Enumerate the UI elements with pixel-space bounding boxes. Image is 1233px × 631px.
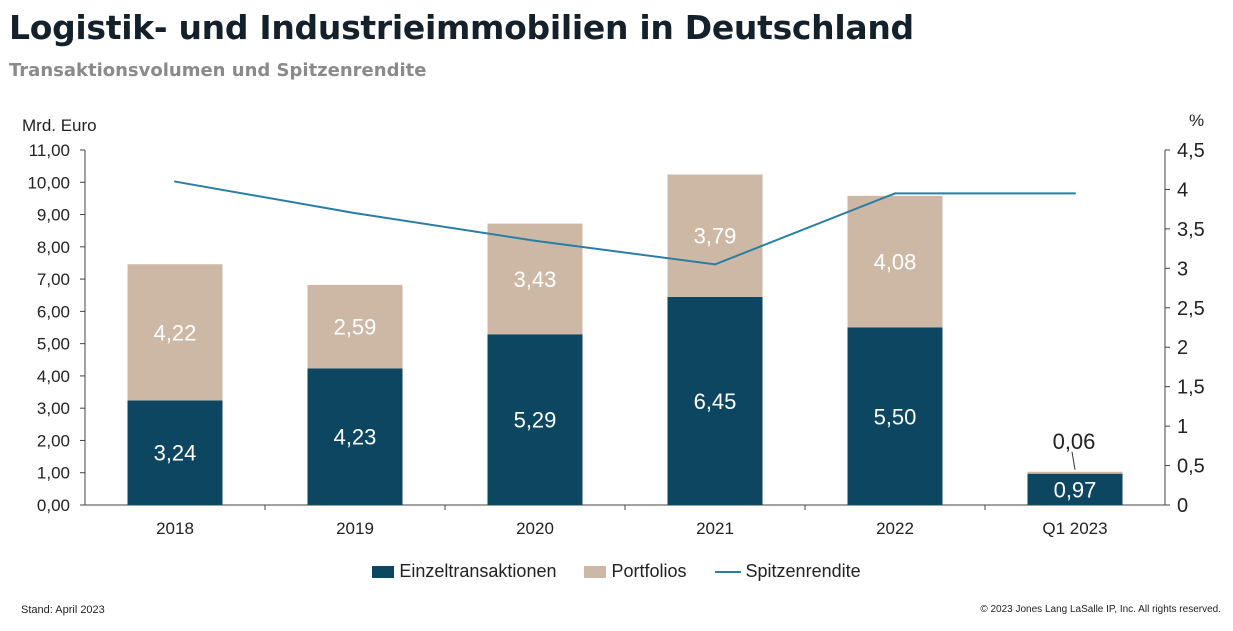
- data-label-portfolios: 3,79: [694, 224, 737, 249]
- x-tick-label: 2021: [696, 519, 734, 538]
- data-label-einzeltransaktionen: 5,50: [874, 404, 917, 429]
- bar-portfolios: [667, 174, 763, 297]
- bar-einzeltransaktionen: [487, 334, 583, 505]
- legend-swatch-spitzenrendite: [714, 570, 741, 573]
- legend-swatch-einzeltransaktionen: [372, 565, 395, 578]
- bar-einzeltransaktionen: [127, 400, 223, 505]
- footer-copyright: © 2023 Jones Lang LaSalle IP, Inc. All r…: [980, 604, 1221, 615]
- y-tick-label: 10,00: [27, 173, 70, 192]
- chart-subtitle: Transaktionsvolumen und Spitzenrendite: [9, 60, 427, 81]
- point-spitzenrendite: [534, 239, 536, 242]
- x-tick-label: Q1 2023: [1042, 519, 1107, 538]
- y2-tick-label: 1: [1177, 416, 1188, 438]
- y2-tick-label: 0,5: [1177, 456, 1205, 478]
- bar-portfolios: [307, 284, 403, 369]
- data-label-einzeltransaktionen: 5,29: [514, 408, 557, 433]
- x-tick-label: 2020: [516, 519, 554, 538]
- bar-portfolios: [487, 223, 583, 335]
- bar-einzeltransaktionen: [847, 327, 943, 505]
- point-spitzenrendite: [894, 192, 896, 195]
- y2-tick-label: 4: [1177, 179, 1188, 201]
- y2-tick-label: 3,5: [1177, 219, 1205, 241]
- y2-tick-label: 1,5: [1177, 377, 1205, 399]
- stacked-bar-line-chart: 0,00 1,00 2,00 3,00 4,00 5,00 6,00 7,00 8,00 9,00…: [22, 111, 1205, 538]
- legend-label-spitzenrendite: Spitzenrendite: [745, 561, 861, 581]
- legend-label-einzeltransaktionen: Einzeltransaktionen: [399, 561, 557, 581]
- chart-title: Logistik- und Industrieimmobilien in Deu…: [9, 8, 914, 47]
- data-label-einzeltransaktionen: 3,24: [154, 441, 197, 466]
- data-label-einzeltransaktionen: 4,23: [334, 425, 377, 450]
- bar-einzeltransaktionen: [1027, 473, 1123, 505]
- y2-tick-label: 2: [1177, 337, 1188, 359]
- data-label-leader: [1071, 451, 1076, 470]
- legend-item-spitzenrendite: Spitzenrendite: [714, 561, 861, 582]
- x-tick-label: 2018: [156, 519, 194, 538]
- point-spitzenrendite: [714, 263, 716, 266]
- legend-label-portfolios: Portfolios: [611, 561, 687, 581]
- data-label-einzeltransaktionen: 0,97: [1054, 477, 1097, 502]
- y-tick-label: 0,00: [37, 496, 70, 515]
- y-tick-label: 5,00: [37, 335, 70, 354]
- data-label-portfolios: 4,22: [154, 320, 197, 345]
- y-axis-label: Mrd. Euro: [22, 116, 97, 135]
- legend-item-portfolios: Portfolios: [584, 561, 687, 582]
- legend-item-einzeltransaktionen: Einzeltransaktionen: [372, 561, 556, 582]
- y-tick-label: 7,00: [37, 270, 70, 289]
- point-spitzenrendite: [174, 180, 176, 183]
- y2-tick-label: 3: [1177, 258, 1188, 280]
- data-label-portfolios: 3,43: [514, 267, 557, 292]
- y-tick-label: 4,00: [37, 367, 70, 386]
- y2-tick-label: 4,5: [1177, 140, 1205, 162]
- y2-tick-label: 2,5: [1177, 298, 1205, 320]
- chart-legend: Einzeltransaktionen Portfolios Spitzenre…: [0, 561, 1233, 582]
- bar-portfolios: [127, 264, 223, 401]
- y-tick-label: 8,00: [37, 238, 70, 257]
- data-label-portfolios: 4,08: [874, 250, 917, 275]
- y2-tick-label: 0: [1177, 495, 1188, 517]
- bar-portfolios: [847, 195, 943, 328]
- data-label-einzeltransaktionen: 6,45: [694, 389, 737, 414]
- line-spitzenrendite: [174, 180, 1075, 266]
- x-tick-label: 2022: [876, 519, 914, 538]
- x-tick-label: 2019: [336, 519, 374, 538]
- y-tick-label: 3,00: [37, 399, 70, 418]
- data-label-portfolios: 0,06: [1053, 429, 1096, 454]
- y-tick-label: 11,00: [29, 141, 70, 160]
- point-spitzenrendite: [1074, 192, 1076, 195]
- y2-axis-label: %: [1189, 111, 1204, 130]
- point-spitzenrendite: [354, 212, 356, 215]
- y-tick-label: 9,00: [37, 206, 70, 225]
- bar-einzeltransaktionen: [307, 368, 403, 505]
- y-tick-label: 2,00: [37, 431, 70, 450]
- y-tick-label: 1,00: [37, 464, 70, 483]
- bar-portfolios: [1027, 471, 1123, 474]
- data-label-portfolios: 2,59: [334, 315, 377, 340]
- footer-date: Stand: April 2023: [21, 604, 105, 616]
- y-tick-label: 6,00: [37, 302, 70, 321]
- legend-swatch-portfolios: [584, 565, 607, 578]
- bar-einzeltransaktionen: [667, 296, 763, 505]
